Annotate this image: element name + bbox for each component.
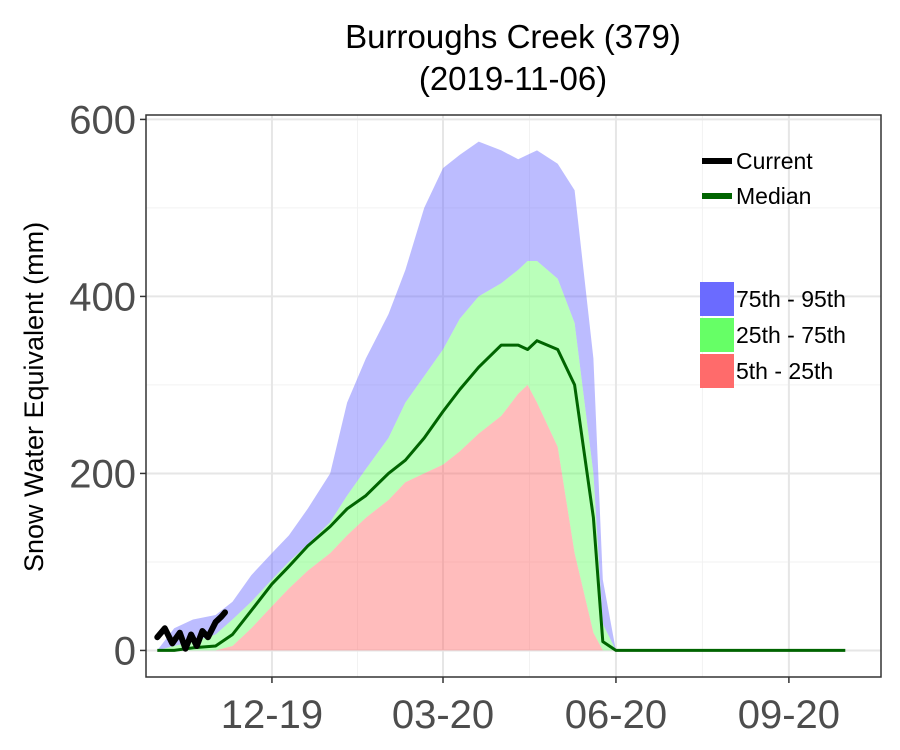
band-5th-25th (157, 384, 846, 651)
legend-swatch-p75-95 (700, 282, 734, 316)
y-axis-label: Snow Water Equivalent (mm) (19, 222, 49, 572)
plot-background (146, 115, 881, 677)
legend-swatch-p25-75 (700, 318, 734, 352)
y-tick-label: 400 (69, 275, 136, 319)
y-tick-label: 200 (69, 452, 136, 496)
grid-minor (146, 115, 881, 677)
legend-lines: Current Median (702, 148, 813, 209)
legend-label-median: Median (736, 183, 811, 209)
legend-bands: 75th - 95th 25th - 75th 5th - 25th (700, 282, 846, 388)
x-tick-label: 03-20 (392, 693, 494, 737)
legend-label-p5-25: 5th - 25th (736, 358, 833, 384)
chart-subtitle: (2019-11-06) (419, 60, 607, 97)
x-tick-label: 09-20 (738, 693, 840, 737)
y-tick-label: 600 (69, 98, 136, 142)
x-tick-label: 12-19 (221, 693, 323, 737)
plot-panel (145, 114, 882, 678)
current-line (154, 609, 228, 652)
y-axis: 0 200 400 600 (69, 98, 146, 673)
chart-title: Burroughs Creek (379) (345, 18, 681, 55)
legend-label-p25-75: 25th - 75th (736, 322, 846, 348)
median-line (157, 339, 846, 652)
x-tick-label: 06-20 (565, 693, 667, 737)
plot-border (145, 114, 882, 678)
x-axis: 12-19 03-20 06-20 09-20 (221, 677, 840, 737)
legend-label-current: Current (736, 148, 813, 174)
band-75th-95th (157, 141, 846, 651)
legend-swatch-p5-25 (700, 354, 734, 388)
legend-label-p75-95: 75th - 95th (736, 286, 846, 312)
data-lines (154, 339, 846, 652)
y-tick-label: 0 (114, 629, 136, 673)
band-25th-75th (157, 261, 846, 651)
percentile-bands (157, 141, 846, 651)
